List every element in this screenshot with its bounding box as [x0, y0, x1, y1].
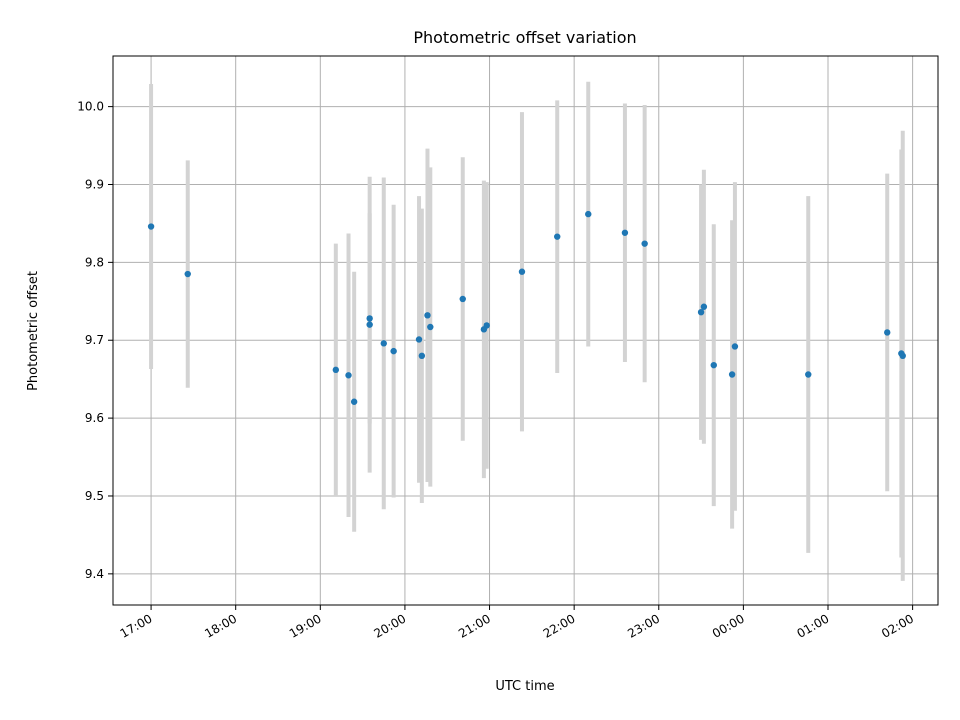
data-point [483, 322, 490, 329]
y-axis-label: Photometric offset [26, 271, 41, 391]
data-point [459, 295, 466, 303]
plot-frame [112, 55, 939, 606]
data-point [366, 315, 373, 322]
y-tick-label: 9.7 [85, 333, 104, 347]
data-point [621, 229, 629, 236]
data-point [899, 352, 906, 360]
y-tick-label: 9.8 [85, 255, 104, 269]
chart-title: Photometric offset variation [413, 28, 636, 47]
data-points [147, 210, 906, 405]
data-point [805, 371, 812, 378]
data-point [366, 321, 373, 328]
data-point [427, 323, 434, 331]
y-axis-ticks: 9.4 9.5 9.6 9.7 9.8 9.9 10.0 [77, 100, 113, 581]
data-point [700, 303, 708, 310]
data-point [710, 361, 717, 369]
data-point [554, 233, 561, 240]
grid [113, 56, 938, 605]
x-axis-label: UTC time [495, 679, 554, 694]
data-point [350, 398, 358, 405]
y-tick-label: 10.0 [77, 100, 104, 114]
y-tick-label: 9.4 [85, 567, 104, 581]
data-point [147, 223, 155, 230]
data-point [418, 352, 426, 360]
data-point [884, 329, 891, 336]
data-point [424, 312, 431, 319]
data-point [697, 309, 705, 316]
data-point [728, 371, 736, 378]
data-point [641, 240, 648, 247]
data-point [345, 372, 352, 379]
data-point [518, 268, 526, 275]
data-point [585, 210, 592, 218]
y-tick-label: 9.5 [85, 489, 104, 503]
data-point [184, 270, 191, 278]
data-point [731, 343, 739, 350]
data-point [415, 336, 423, 343]
y-tick-label: 9.6 [85, 411, 104, 425]
data-point [380, 340, 387, 347]
y-tick-label: 9.9 [85, 177, 104, 191]
data-point [390, 347, 397, 355]
data-point [332, 366, 340, 374]
